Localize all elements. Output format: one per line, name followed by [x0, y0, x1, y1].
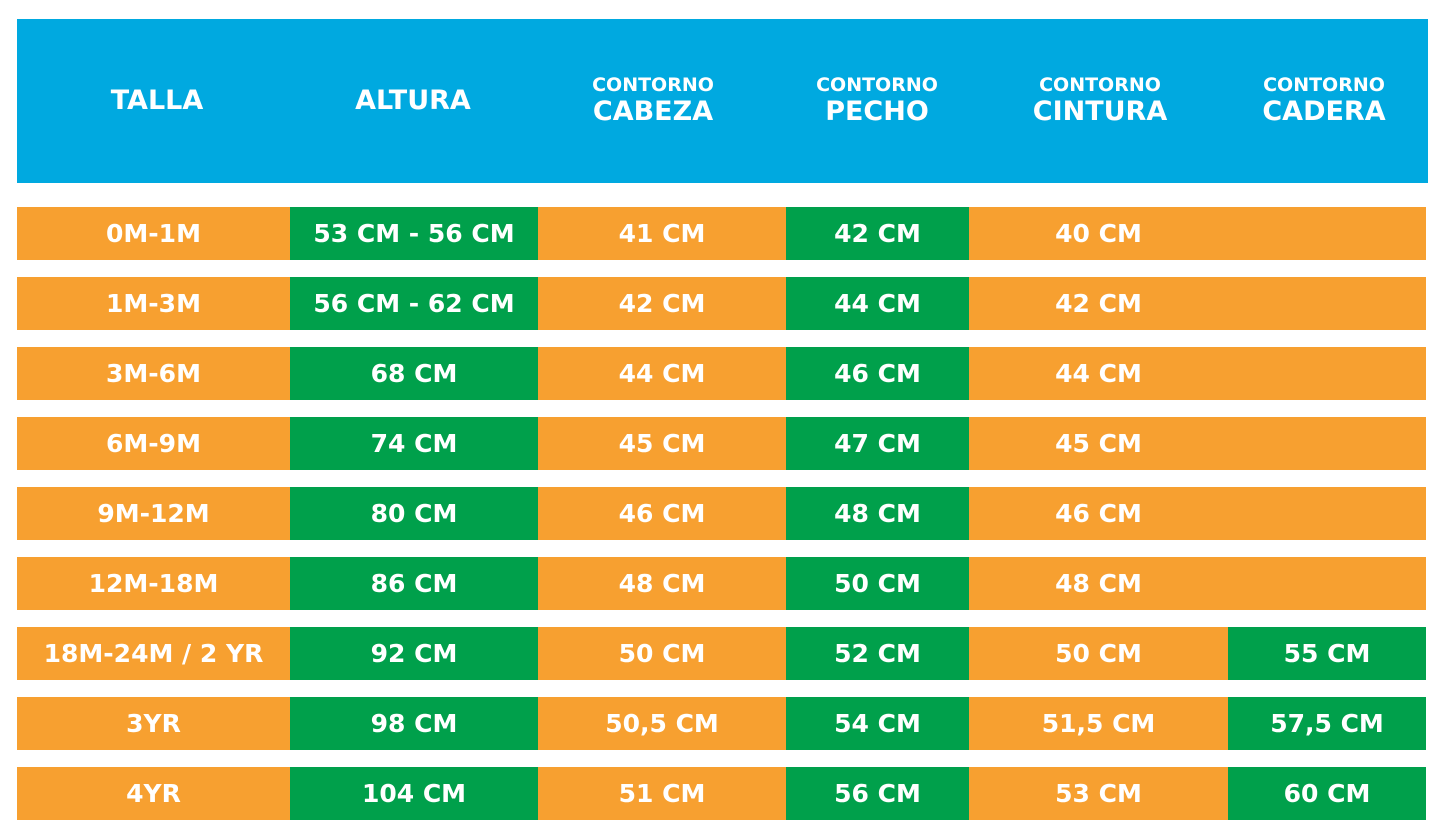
header-label: CADERA	[1262, 96, 1386, 127]
table-cell: 47 CM	[786, 417, 969, 470]
table-cell: 104 CM	[290, 767, 538, 820]
table-cell	[1228, 277, 1426, 330]
table-cell: 44 CM	[969, 347, 1228, 400]
header-label: CINTURA	[1032, 96, 1168, 127]
table-cell: 45 CM	[969, 417, 1228, 470]
table-cell: 50 CM	[538, 627, 786, 680]
header-label: TALLA	[110, 85, 204, 116]
table-cell: 80 CM	[290, 487, 538, 540]
header-cell: CONTORNO CINTURA	[980, 19, 1220, 183]
table-cell: 92 CM	[290, 627, 538, 680]
table-cell: 46 CM	[538, 487, 786, 540]
table-cell	[1228, 417, 1426, 470]
table-cell: 53 CM - 56 CM	[290, 207, 538, 260]
header-prefix: CONTORNO	[1263, 74, 1385, 96]
table-cell: 86 CM	[290, 557, 538, 610]
table-cell: 50 CM	[786, 557, 969, 610]
table-cell: 53 CM	[969, 767, 1228, 820]
table-cell: 46 CM	[969, 487, 1228, 540]
header-prefix: CONTORNO	[592, 74, 714, 96]
header-prefix: CONTORNO	[1039, 74, 1161, 96]
table-cell: 68 CM	[290, 347, 538, 400]
table-cell: 41 CM	[538, 207, 786, 260]
table-cell: 48 CM	[538, 557, 786, 610]
table-cell: 40 CM	[969, 207, 1228, 260]
header-cell: ALTURA	[293, 19, 533, 183]
table-cell: 1M-3M	[17, 277, 290, 330]
table-cell: 60 CM	[1228, 767, 1426, 820]
header-cell: CONTORNO CABEZA	[533, 19, 773, 183]
table-cell: 48 CM	[969, 557, 1228, 610]
header-label: PECHO	[825, 96, 929, 127]
table-cell: 4YR	[17, 767, 290, 820]
table-cell: 42 CM	[969, 277, 1228, 330]
table-cell: 51,5 CM	[969, 697, 1228, 750]
table-cell: 56 CM - 62 CM	[290, 277, 538, 330]
table-cell: 50,5 CM	[538, 697, 786, 750]
table-cell: 3YR	[17, 697, 290, 750]
table-cell: 44 CM	[538, 347, 786, 400]
header-cell: CONTORNO CADERA	[1204, 19, 1444, 183]
table-cell: 48 CM	[786, 487, 969, 540]
table-cell: 12M-18M	[17, 557, 290, 610]
table-cell: 98 CM	[290, 697, 538, 750]
table-cell: 42 CM	[538, 277, 786, 330]
table-cell: 56 CM	[786, 767, 969, 820]
table-cell: 54 CM	[786, 697, 969, 750]
table-cell: 44 CM	[786, 277, 969, 330]
table-cell: 9M-12M	[17, 487, 290, 540]
table-cell: 51 CM	[538, 767, 786, 820]
table-cell: 52 CM	[786, 627, 969, 680]
table-cell: 6M-9M	[17, 417, 290, 470]
table-cell: 3M-6M	[17, 347, 290, 400]
header-prefix: CONTORNO	[816, 74, 938, 96]
table-cell	[1228, 487, 1426, 540]
table-header: TALLA ALTURA CONTORNO CABEZA CONTORNO PECHO CO…	[17, 19, 1428, 183]
table-cell: 50 CM	[969, 627, 1228, 680]
table-cell: 45 CM	[538, 417, 786, 470]
table-cell: 42 CM	[786, 207, 969, 260]
table-cell	[1228, 207, 1426, 260]
table-cell	[1228, 347, 1426, 400]
header-cell: TALLA	[37, 19, 277, 183]
header-cell: CONTORNO PECHO	[757, 19, 997, 183]
table-cell: 46 CM	[786, 347, 969, 400]
table-cell: 55 CM	[1228, 627, 1426, 680]
table-cell: 57,5 CM	[1228, 697, 1426, 750]
table-cell: 74 CM	[290, 417, 538, 470]
header-label: CABEZA	[592, 96, 714, 127]
table-cell: 0M-1M	[17, 207, 290, 260]
header-label: ALTURA	[355, 85, 471, 116]
table-cell	[1228, 557, 1426, 610]
table-cell: 18M-24M / 2 YR	[17, 627, 290, 680]
